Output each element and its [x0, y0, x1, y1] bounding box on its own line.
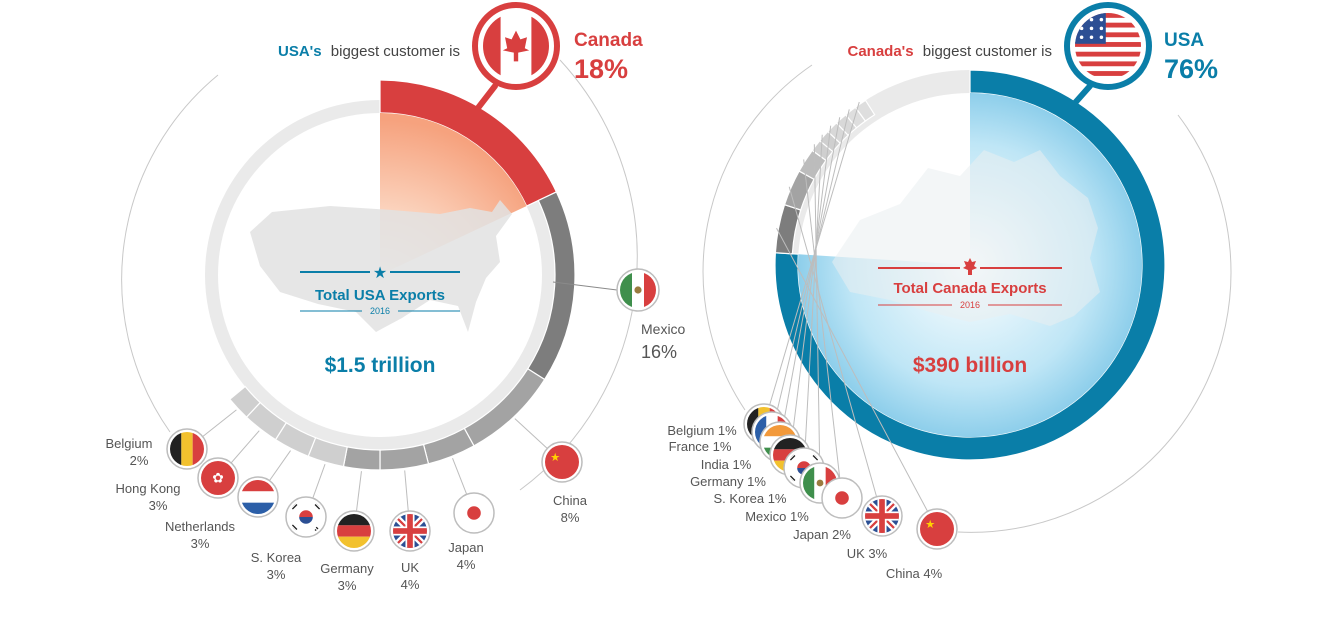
japan-flag-icon — [825, 481, 859, 515]
connector-line — [813, 144, 821, 484]
usa-center-value: $1.5 trillion — [325, 354, 436, 377]
svg-text:★: ★ — [925, 519, 935, 531]
usa-segment-germany — [342, 446, 381, 471]
canada-biggest-pct: 76% — [1164, 54, 1218, 84]
country-pct: 3% — [191, 536, 210, 551]
canada-outer-arc-right — [957, 114, 1232, 533]
connector-line — [803, 159, 843, 499]
hongkong-flag-icon: ✿ — [201, 461, 235, 495]
korea-flag-icon — [289, 500, 323, 534]
connector-line — [771, 109, 850, 433]
usa-biggest-name: Canada — [574, 30, 643, 51]
belgium-flag-icon — [170, 432, 204, 466]
canada-center-title: Total Canada Exports — [893, 280, 1046, 297]
country-label: Belgium 1% — [667, 423, 737, 438]
japan-flag-icon — [457, 496, 491, 530]
china-flag-icon: ★ — [545, 445, 579, 479]
canada-flag-labels: ★ China 4% UK 3% Japan 2% Mexico 1% S. Korea … — [667, 101, 958, 581]
connector-line — [803, 134, 823, 469]
country-pct: 3% — [267, 567, 286, 582]
canada-callout-stem — [1071, 83, 1093, 107]
usa-header: USA's biggest customer is — [278, 43, 460, 60]
canada-flag-icon — [483, 12, 549, 79]
country-pct: 4% — [401, 577, 420, 592]
country-label: Japan — [448, 540, 483, 555]
canada-map-shape — [832, 150, 1100, 326]
country-label: UK 3% — [847, 546, 888, 561]
canada-header-prefix: Canada's — [848, 43, 914, 60]
country-label: China 4% — [886, 566, 943, 581]
country-label: India 1% — [701, 457, 752, 472]
connector-line — [788, 186, 883, 517]
usa-flag-icon — [1075, 12, 1141, 79]
uk-flag-icon — [865, 499, 899, 533]
uk-flag-icon — [393, 514, 427, 548]
country-label: France 1% — [669, 439, 732, 454]
usa-callout-stem — [475, 83, 498, 111]
mexico-flag-icon — [620, 272, 656, 308]
country-label: China — [553, 493, 588, 508]
connector-line — [779, 117, 841, 443]
svg-text:★: ★ — [550, 452, 560, 464]
country-pct: 2% — [130, 453, 149, 468]
usa-center-year: 2016 — [370, 306, 390, 316]
country-label: UK — [401, 560, 419, 575]
usa-flag-labels: ★ China 8% Japan 4% UK 4% Germany 3% S. Korea 3% Ne… — [106, 268, 660, 593]
usa-biggest-pct: 18% — [574, 54, 628, 84]
country-label: Netherlands — [165, 519, 236, 534]
country-pct: 3% — [338, 578, 357, 593]
maple-leaf-icon — [963, 258, 977, 275]
country-label: Germany 1% — [690, 474, 766, 489]
usa-mexico-label: Mexico — [641, 321, 686, 337]
usa-header-prefix: USA's — [278, 43, 322, 60]
country-label: Germany — [320, 561, 374, 576]
usa-map-shape — [250, 200, 512, 332]
canada-center-value: $390 billion — [913, 354, 1027, 377]
country-pct: 3% — [149, 498, 168, 513]
country-label: Japan 2% — [793, 527, 851, 542]
country-pct: 8% — [561, 510, 580, 525]
usa-outer-arc — [121, 74, 219, 433]
country-pct: 4% — [457, 557, 476, 572]
canada-outer-arc — [702, 64, 813, 411]
country-label: Mexico 1% — [745, 509, 809, 524]
connector-line — [789, 125, 832, 456]
usa-header-suffix: biggest customer is — [331, 43, 460, 60]
netherlands-flag-icon — [241, 480, 275, 514]
canada-header: Canada's biggest customer is — [848, 43, 1053, 60]
canada-header-suffix: biggest customer is — [923, 43, 1052, 60]
germany-flag-icon — [337, 514, 371, 548]
usa-exports-chart: ★ Total USA Exports 2016 $1.5 trillion U… — [106, 2, 686, 593]
country-label: S. Korea — [251, 550, 302, 565]
canada-center-year: 2016 — [960, 300, 980, 310]
star-icon: ★ — [373, 265, 387, 282]
connector-line — [763, 101, 860, 425]
canada-exports-chart: Total Canada Exports 2016 $390 billion C… — [667, 2, 1232, 581]
country-label: S. Korea 1% — [714, 491, 787, 506]
country-label: Hong Kong — [115, 481, 180, 496]
mexico-connector — [552, 281, 618, 291]
canada-biggest-name: USA — [1164, 30, 1204, 51]
country-label: Belgium — [106, 436, 153, 451]
usa-segment-belgium — [228, 385, 262, 418]
usa-mexico-pct: 16% — [641, 342, 677, 362]
connector-line — [776, 227, 938, 530]
usa-center-title: Total USA Exports — [315, 287, 445, 304]
china-flag-icon: ★ — [920, 512, 954, 546]
svg-text:✿: ✿ — [212, 471, 223, 486]
